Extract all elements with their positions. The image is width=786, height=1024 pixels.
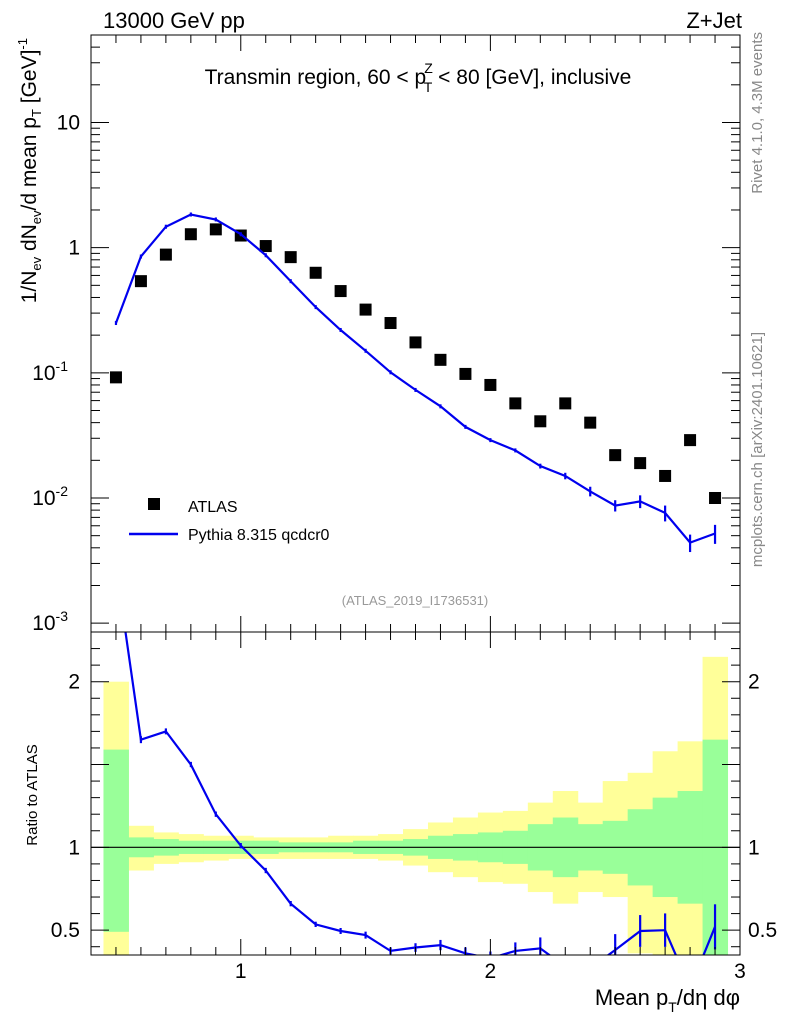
pythia-line	[114, 213, 716, 544]
legend-atlas-marker	[148, 498, 160, 510]
atlas-point	[359, 303, 372, 316]
atlas-point	[334, 285, 347, 298]
atlas-point	[559, 397, 572, 410]
legend-pythia-label: Pythia 8.315 qcdcr0	[188, 527, 330, 544]
atlas-point	[409, 336, 422, 349]
atlas-point	[134, 275, 147, 288]
atlas-point	[284, 251, 297, 264]
mcplots-label: mcplots.cern.ch [arXiv:2401.10621]	[749, 332, 766, 567]
ratio-ytick-label: 2	[68, 671, 80, 694]
atlas-point	[534, 415, 547, 428]
legend: ATLAS Pythia 8.315 qcdcr0	[129, 498, 330, 544]
atlas-point	[684, 434, 697, 447]
atlas-point	[459, 367, 472, 380]
main-ytick-label: 10	[57, 111, 80, 134]
ratio-ytick-label: 1	[68, 836, 80, 859]
ratio-ytick-label: 0.5	[51, 919, 80, 942]
atlas-point	[634, 457, 647, 470]
ratio-xtick-label: 3	[734, 960, 746, 983]
main-ytick-label: 1	[68, 237, 80, 260]
main-ytick-label: 10-1	[32, 358, 68, 385]
atlas-point	[309, 266, 322, 279]
ratio-xtick-label: 2	[485, 960, 497, 983]
main-ytick-label: 10-3	[32, 608, 68, 635]
atlas-point	[709, 491, 722, 504]
plot-title: Transmin region, 60 < pZ T < 80 [GeV], in…	[205, 60, 632, 95]
atlas-point	[509, 397, 522, 410]
main-panel: 10-3 10-2 10-1 1 10 (ATLAS_2019_I1736531) Tr…	[15, 34, 741, 635]
ratio-band-green	[103, 749, 129, 932]
atlas-point	[159, 248, 172, 261]
ratio-xlabel: Mean pT/dη dφ	[595, 985, 740, 1015]
title-sup: Z	[424, 60, 433, 76]
analysis-watermark: (ATLAS_2019_I1736531)	[342, 593, 488, 608]
title-pre: Transmin region, 60 < p	[205, 66, 427, 89]
title-sub: T	[424, 79, 433, 95]
atlas-point	[609, 449, 622, 462]
atlas-point	[109, 371, 122, 384]
ratio-xtick-label: 1	[235, 960, 247, 983]
process-label: Z+Jet	[686, 8, 742, 33]
atlas-point	[209, 223, 222, 236]
rivet-label: Rivet 4.1.0, 4.3M events	[749, 32, 766, 194]
atlas-point	[434, 353, 447, 366]
title-post: < 80 [GeV], inclusive	[432, 66, 631, 89]
ratio-ytick-label-right: 2	[748, 671, 760, 694]
atlas-point	[259, 240, 272, 253]
main-ytick-label: 10-2	[32, 483, 68, 510]
ratio-ytick-label-right: 1	[748, 836, 760, 859]
atlas-point	[484, 378, 497, 391]
atlas-point	[584, 416, 597, 429]
ratio-ylabel: Ratio to ATLAS	[24, 744, 41, 845]
atlas-point	[659, 469, 672, 482]
ratio-panel: 1 2 30.5 0.51 12 2 Ratio to ATLAS Mean pT/dη …	[24, 631, 777, 1015]
legend-atlas-label: ATLAS	[188, 499, 238, 516]
ratio-ytick-label-right: 0.5	[748, 919, 777, 942]
energy-label: 13000 GeV pp	[103, 8, 245, 33]
atlas-point	[384, 317, 397, 330]
atlas-point	[184, 228, 197, 241]
main-ylabel: 1/Nev dNev/d mean pT [GeV]-1	[15, 38, 44, 303]
